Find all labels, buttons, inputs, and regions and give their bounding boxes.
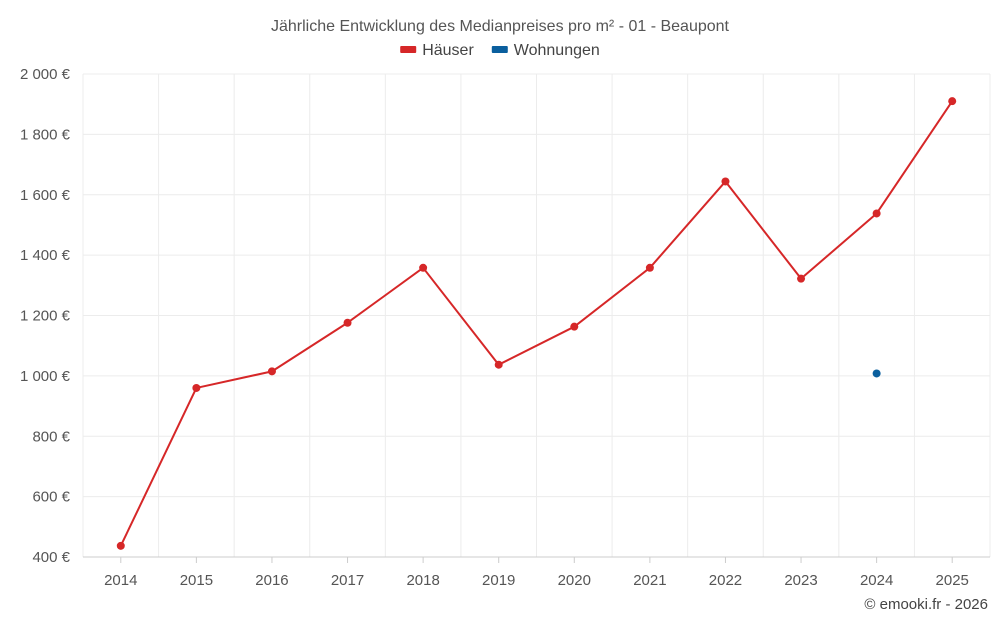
x-tick-label: 2024 [860, 572, 893, 589]
data-point[interactable] [267, 367, 276, 376]
x-tick-label: 2021 [633, 572, 666, 589]
x-tick-label: 2022 [709, 572, 742, 589]
chart-title: Jährliche Entwicklung des Medianpreises … [271, 18, 730, 35]
credit-text: © emooki.fr - 2026 [864, 596, 988, 613]
legend-item[interactable]: Wohnungen [491, 42, 600, 59]
data-point[interactable] [721, 177, 730, 186]
x-tick-label: 2016 [255, 572, 288, 589]
x-tick-label: 2017 [331, 572, 364, 589]
data-point[interactable] [192, 383, 201, 392]
x-tick-label: 2018 [406, 572, 439, 589]
y-tick-label: 1 800 € [20, 126, 71, 143]
data-point[interactable] [116, 541, 125, 550]
data-point[interactable] [645, 263, 654, 272]
x-tick-label: 2023 [784, 572, 817, 589]
series-line-haeuser [119, 100, 954, 547]
x-tick-label: 2025 [936, 572, 969, 589]
y-tick-label: 1 200 € [20, 308, 71, 325]
legend-item[interactable]: Häuser [400, 42, 474, 59]
data-point[interactable] [872, 209, 881, 218]
axes: 400 € 600 € 800 € 1 000 € 1 200 € 1 400 € 1 60… [20, 66, 990, 589]
x-tick-label: 2014 [104, 572, 137, 589]
y-tick-label: 800 € [32, 428, 70, 445]
legend-label: Häuser [422, 42, 474, 59]
data-point[interactable] [570, 322, 579, 331]
data-point[interactable] [948, 97, 957, 106]
legend-swatch [491, 46, 508, 53]
y-tick-label: 400 € [32, 549, 70, 566]
legend: Häuser Wohnungen [400, 42, 600, 59]
data-point[interactable] [872, 369, 881, 378]
legend-swatch [400, 46, 417, 53]
grid [82, 73, 991, 558]
data-point[interactable] [419, 263, 428, 272]
y-tick-label: 1 000 € [20, 368, 71, 385]
x-tick-label: 2020 [558, 572, 591, 589]
y-tick-label: 2 000 € [20, 66, 71, 83]
x-tick-label: 2019 [482, 572, 515, 589]
data-point[interactable] [343, 318, 352, 327]
y-tick-label: 1 600 € [20, 187, 71, 204]
legend-label: Wohnungen [514, 42, 600, 59]
data-point[interactable] [797, 274, 806, 283]
data-point[interactable] [494, 360, 503, 369]
series-layer [116, 97, 957, 550]
x-tick-label: 2015 [180, 572, 213, 589]
y-tick-label: 1 400 € [20, 247, 71, 264]
y-tick-label: 600 € [32, 489, 70, 506]
